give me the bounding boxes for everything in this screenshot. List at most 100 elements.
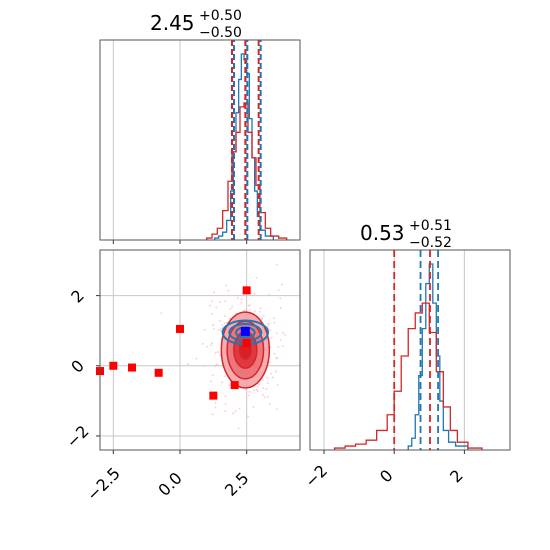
sample-point xyxy=(223,322,226,325)
sample-point xyxy=(214,365,217,368)
axes-frame xyxy=(99,39,301,241)
sample-point xyxy=(253,310,256,313)
sample-point xyxy=(276,383,279,386)
sample-point xyxy=(232,412,235,415)
sample-point xyxy=(268,361,271,364)
sample-point xyxy=(262,387,265,390)
sample-point xyxy=(268,329,271,332)
sample-point xyxy=(284,333,287,336)
sample-point xyxy=(212,327,215,330)
sample-point xyxy=(218,319,221,322)
sample-point xyxy=(269,345,272,348)
square-marker xyxy=(242,286,251,295)
sample-point xyxy=(260,318,263,321)
sample-point xyxy=(247,394,250,397)
x-tick-label: 0.0 xyxy=(154,468,185,499)
sample-point xyxy=(214,402,217,405)
sample-point xyxy=(220,330,223,333)
joint-contour-panel: −2.5 0.0 2.5 −2 0 2 xyxy=(63,249,301,505)
sample-point xyxy=(268,322,271,325)
square-marker xyxy=(230,381,239,390)
sample-point xyxy=(202,364,205,367)
sample-point xyxy=(273,352,276,355)
sample-point xyxy=(263,396,266,399)
sample-point xyxy=(248,390,251,393)
sample-point xyxy=(231,305,234,308)
sample-point xyxy=(224,315,227,318)
sample-point xyxy=(281,344,284,347)
sample-point xyxy=(275,408,278,411)
sample-point xyxy=(248,304,251,307)
sample-point xyxy=(253,293,256,296)
sample-point xyxy=(276,357,279,360)
sample-point xyxy=(258,310,261,313)
sample-point xyxy=(268,293,271,296)
sample-point xyxy=(244,309,247,312)
sample-point xyxy=(240,298,243,301)
square-marker xyxy=(242,338,251,347)
sample-point xyxy=(273,321,276,324)
y-tick-label: 2 xyxy=(67,286,88,307)
sample-point xyxy=(211,413,214,416)
sample-point xyxy=(265,376,268,379)
sample-point xyxy=(221,381,224,384)
sample-point xyxy=(252,389,255,392)
panel-title-value: 2.45 xyxy=(150,11,195,35)
sample-point xyxy=(221,324,224,327)
marginal-histogram-2: −2 0 2 0.53 +0.51−0.52 xyxy=(301,218,511,491)
sample-point xyxy=(224,300,227,303)
sample-point xyxy=(211,300,214,303)
square-marker xyxy=(109,361,118,370)
sample-point xyxy=(216,364,219,367)
histogram-series xyxy=(407,263,469,450)
sample-point xyxy=(274,370,277,373)
sample-point xyxy=(279,297,282,300)
sample-point xyxy=(273,317,276,320)
sample-point xyxy=(210,380,213,383)
sample-point xyxy=(208,304,211,307)
sample-point xyxy=(186,363,189,366)
sample-point xyxy=(252,405,255,408)
axes-frame xyxy=(309,249,511,451)
sample-point xyxy=(220,327,223,330)
sample-point xyxy=(281,283,284,286)
sample-point xyxy=(223,375,226,378)
y-tick-label: −2 xyxy=(63,422,93,452)
sample-point xyxy=(227,289,230,292)
sample-point xyxy=(205,345,208,348)
sample-point xyxy=(257,383,260,386)
sample-point xyxy=(210,342,213,345)
sample-point xyxy=(248,309,251,312)
sample-point xyxy=(237,427,240,430)
sample-point xyxy=(225,284,228,287)
truth-marker xyxy=(240,326,250,336)
sample-point xyxy=(160,312,163,315)
sample-point xyxy=(260,316,263,319)
sample-point xyxy=(266,322,269,325)
sample-point xyxy=(240,301,243,304)
x-tick-label: −2.5 xyxy=(83,464,124,505)
sample-point xyxy=(228,384,231,387)
square-marker xyxy=(209,391,218,400)
sample-point xyxy=(224,395,227,398)
sample-point xyxy=(229,307,232,310)
sample-point xyxy=(195,357,198,360)
sample-point xyxy=(282,331,285,334)
sample-point xyxy=(211,374,214,377)
sample-point xyxy=(215,306,218,309)
sample-point xyxy=(275,263,278,266)
sample-point xyxy=(242,309,245,312)
sample-point xyxy=(275,332,278,335)
x-tick-label: 2.5 xyxy=(221,468,252,499)
sample-point xyxy=(256,385,259,388)
marginal-histogram-1: 2.45 +0.50−0.50 xyxy=(99,8,301,244)
sample-point xyxy=(277,289,280,292)
sample-point xyxy=(247,415,250,418)
sample-point xyxy=(261,378,264,381)
square-marker xyxy=(128,363,136,372)
sample-point xyxy=(210,344,213,347)
sample-point xyxy=(224,402,227,405)
sample-point xyxy=(279,307,282,310)
sample-point xyxy=(266,395,269,398)
sample-point xyxy=(272,376,275,379)
